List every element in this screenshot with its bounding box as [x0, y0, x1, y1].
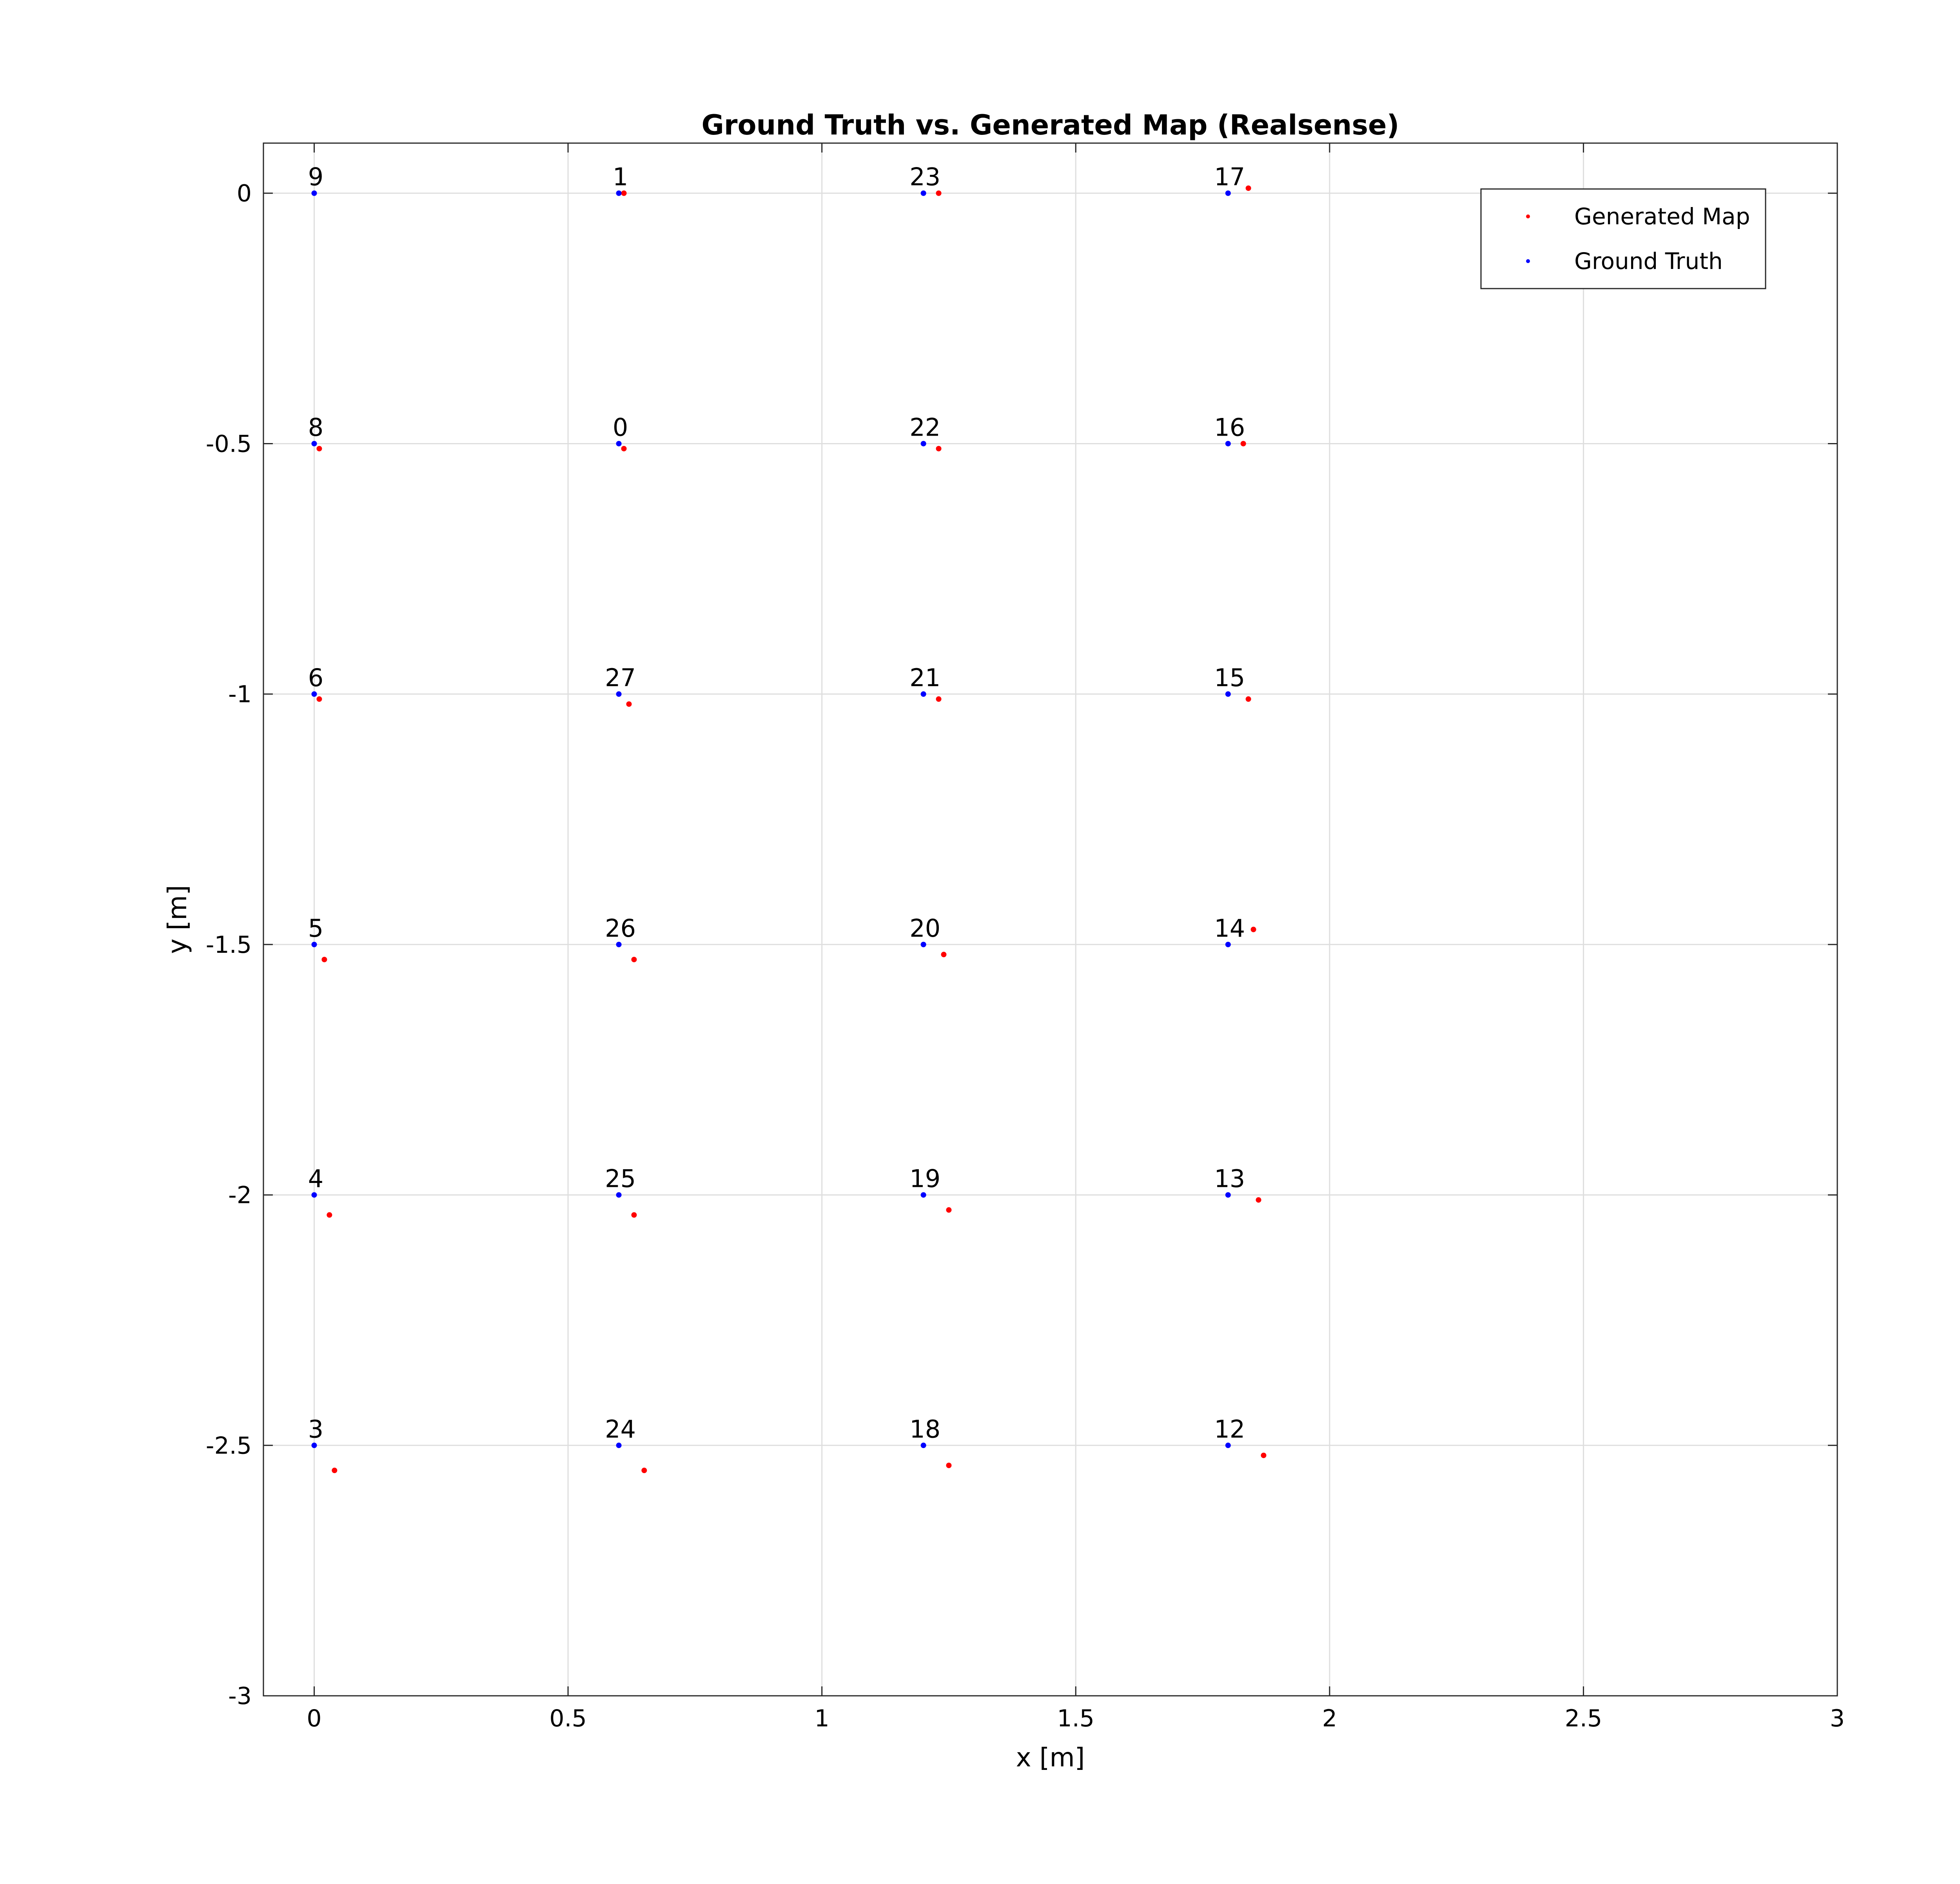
- marker-id-label: 26: [605, 914, 636, 943]
- generated-map-point: [631, 957, 637, 963]
- legend-marker-ground-truth: [1526, 259, 1530, 263]
- ground-truth-point: [920, 1443, 926, 1448]
- marker-id-label: 27: [605, 663, 636, 692]
- legend-label-ground-truth: Ground Truth: [1574, 248, 1723, 274]
- marker-id-label: 12: [1214, 1415, 1245, 1443]
- x-tick-label: 0.5: [549, 1705, 586, 1732]
- marker-id-label: 25: [605, 1165, 636, 1193]
- marker-id-label: 23: [909, 163, 940, 191]
- ground-truth-point: [311, 1192, 317, 1198]
- marker-id-label: 4: [308, 1165, 323, 1193]
- generated-map-point: [641, 1468, 647, 1473]
- ground-truth-point: [311, 1443, 317, 1448]
- ground-truth-point: [920, 1192, 926, 1198]
- y-tick-label: -2: [228, 1182, 252, 1209]
- x-tick-label: 3: [1830, 1705, 1845, 1732]
- ground-truth-point: [1225, 941, 1231, 947]
- generated-map-point: [321, 957, 327, 963]
- ground-truth-point: [616, 1443, 622, 1448]
- generated-map-point: [941, 952, 947, 957]
- generated-map-point: [621, 190, 627, 196]
- marker-id-label: 15: [1214, 663, 1245, 692]
- marker-id-label: 5: [308, 914, 323, 943]
- x-tick-label: 0: [307, 1705, 321, 1732]
- generated-map-point: [631, 1212, 637, 1218]
- marker-id-label: 18: [909, 1415, 940, 1443]
- marker-id-label: 3: [308, 1415, 323, 1443]
- ground-truth-point: [616, 1192, 622, 1198]
- generated-map-point: [316, 696, 322, 702]
- ground-truth-point: [920, 190, 926, 196]
- generated-map-point: [327, 1212, 332, 1218]
- y-tick-label: 0: [237, 180, 252, 207]
- generated-map-point: [1256, 1197, 1261, 1203]
- marker-id-label: 16: [1214, 413, 1245, 441]
- x-axis-label: x [m]: [1016, 1742, 1085, 1773]
- marker-id-label: 22: [909, 413, 940, 441]
- generated-map-point: [1245, 696, 1251, 702]
- generated-map-point: [1245, 185, 1251, 191]
- generated-map-point: [621, 446, 627, 452]
- marker-id-label: 13: [1214, 1165, 1245, 1193]
- axes-box: [263, 142, 1838, 1697]
- generated-map-point: [316, 446, 322, 452]
- generated-map-point: [946, 1463, 952, 1468]
- legend-label-generated-map: Generated Map: [1574, 203, 1750, 230]
- generated-map-point: [936, 446, 942, 452]
- ground-truth-point: [311, 691, 317, 697]
- ground-truth-point: [311, 190, 317, 196]
- ground-truth-point: [920, 441, 926, 447]
- x-tick-label: 1: [815, 1705, 829, 1732]
- generated-map-point: [936, 696, 942, 702]
- marker-id-label: 17: [1214, 163, 1245, 191]
- marker-id-label: 24: [605, 1415, 636, 1443]
- legend-marker-generated-map: [1526, 214, 1530, 218]
- ground-truth-point: [616, 941, 622, 947]
- ground-truth-point: [1225, 1192, 1231, 1198]
- y-tick-label: -1.5: [206, 931, 252, 959]
- marker-id-label: 6: [308, 663, 323, 692]
- generated-map-point: [946, 1207, 952, 1213]
- legend-box: [1480, 188, 1766, 289]
- y-tick-label: -1: [228, 681, 252, 708]
- x-tick-label: 2.5: [1565, 1705, 1602, 1732]
- marker-id-label: 21: [909, 663, 940, 692]
- generated-map-point: [1261, 1452, 1267, 1458]
- ground-truth-point: [616, 691, 622, 697]
- ground-truth-point: [1225, 190, 1231, 196]
- ground-truth-point: [616, 190, 622, 196]
- generated-map-point: [1240, 441, 1246, 447]
- generated-map-point: [626, 701, 632, 707]
- y-axis-label: y [m]: [162, 885, 192, 954]
- marker-id-label: 9: [308, 163, 323, 191]
- y-tick-label: -0.5: [206, 430, 252, 458]
- ground-truth-point: [1225, 1443, 1231, 1448]
- marker-id-label: 0: [613, 413, 628, 441]
- marker-id-label: 20: [909, 914, 940, 943]
- ground-truth-point: [616, 441, 622, 447]
- ground-truth-point: [1225, 691, 1231, 697]
- marker-id-label: 19: [909, 1165, 940, 1193]
- y-tick-label: -3: [228, 1682, 252, 1710]
- y-tick-label: -2.5: [206, 1432, 252, 1459]
- x-tick-label: 1.5: [1057, 1705, 1094, 1732]
- plot-area: 0 0.5 1 1.5 2 2.5 30-0.5-1-1.5-2-2.5-39 1 23 178 0…: [206, 142, 1845, 1732]
- x-tick-label: 2: [1322, 1705, 1337, 1732]
- generated-map-point: [1250, 927, 1256, 932]
- generated-map-point: [936, 190, 942, 196]
- chart-title: Ground Truth vs. Generated Map (Realsens…: [701, 109, 1399, 141]
- ground-truth-point: [311, 441, 317, 447]
- ground-truth-point: [920, 691, 926, 697]
- ground-truth-point: [1225, 441, 1231, 447]
- generated-map-point: [332, 1468, 338, 1473]
- marker-id-label: 14: [1214, 914, 1245, 943]
- marker-id-label: 8: [308, 413, 323, 441]
- ground-truth-point: [920, 941, 926, 947]
- ground-truth-point: [311, 941, 317, 947]
- marker-id-label: 1: [613, 163, 628, 191]
- legend: Generated Map Ground Truth: [1480, 188, 1766, 289]
